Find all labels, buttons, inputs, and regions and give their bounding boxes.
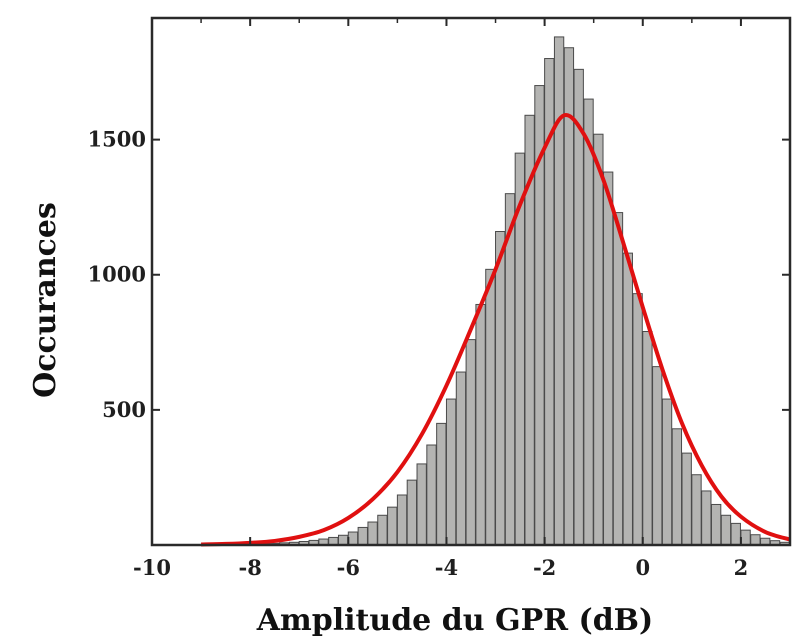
histogram-bar [612, 212, 624, 546]
histogram-bar [720, 514, 732, 546]
histogram-bar [573, 68, 584, 546]
x-tick-label: -10 [133, 555, 171, 580]
histogram-bar [710, 503, 722, 546]
histogram-bar [563, 47, 575, 546]
histogram-bar [387, 506, 398, 546]
histogram-bar [426, 444, 437, 546]
x-tick-label: 0 [635, 555, 650, 580]
x-tick-label: -2 [533, 555, 556, 580]
histogram-bar [465, 339, 476, 546]
histogram-bar [583, 98, 594, 546]
histogram-bar [396, 494, 408, 546]
y-axis-ticks: 500 1000 1500 [88, 127, 790, 422]
x-tick-label: -6 [337, 555, 360, 580]
histogram-bar [455, 371, 467, 546]
y-axis-title: Occurances [28, 202, 63, 398]
histogram-bar [475, 303, 486, 546]
histogram-bar [632, 293, 643, 546]
x-axis-title: Amplitude du GPR (dB) [256, 603, 653, 638]
histogram-bar [367, 521, 378, 546]
fit-curve-group [201, 113, 791, 547]
x-tick-label: -4 [435, 555, 458, 580]
histogram-bars [239, 36, 790, 546]
plot-border [150, 16, 792, 547]
histogram-bar [416, 463, 427, 546]
histogram-bar [681, 452, 692, 546]
y-tick-label: 1000 [88, 262, 146, 287]
histogram-bar [553, 36, 565, 546]
fit-curve-line [201, 113, 791, 547]
histogram-bar [445, 398, 457, 546]
histogram-bar [671, 428, 683, 546]
histogram-bar [593, 133, 604, 546]
histogram-bar [504, 193, 516, 546]
histogram-bar [701, 490, 712, 546]
x-tick-label: 2 [734, 555, 749, 580]
histogram-bar [377, 514, 388, 546]
x-axis-ticks: -10 -8 -6 -4 -2 0 2 [133, 18, 791, 580]
histogram-bar [485, 268, 496, 546]
histogram-bar [347, 531, 359, 546]
histogram-bar [750, 534, 761, 546]
histogram-bar [740, 529, 751, 546]
histogram-bar [642, 331, 653, 546]
y-tick-label: 1500 [88, 127, 146, 152]
histogram-bar [406, 479, 418, 546]
histogram-bar [622, 252, 633, 546]
histogram-bar [730, 522, 741, 546]
histogram-bar [357, 526, 368, 546]
histogram-bar [337, 534, 349, 546]
histogram-bar [661, 398, 673, 546]
plot-frame [150, 16, 792, 547]
histogram-bar [603, 171, 614, 546]
y-tick-label: 500 [102, 397, 146, 422]
x-tick-label: -8 [238, 555, 261, 580]
histogram-bar [495, 231, 506, 546]
histogram-bar [691, 474, 702, 546]
histogram-bar [652, 366, 663, 546]
histogram-bar [436, 422, 447, 546]
